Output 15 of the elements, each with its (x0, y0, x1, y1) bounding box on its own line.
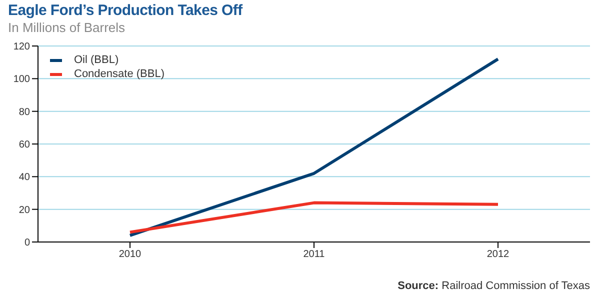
y-tick-label: 60 (18, 140, 30, 151)
x-tick-label: 2011 (303, 249, 326, 260)
legend-label: Oil (BBL) (73, 53, 120, 67)
chart-title: Eagle Ford’s Production Takes Off (8, 2, 242, 19)
y-tick-label: 40 (18, 172, 30, 184)
y-tick-label: 20 (18, 204, 30, 216)
y-tick-label: 80 (18, 106, 30, 118)
x-tick-label: 2010 (118, 249, 142, 260)
y-tick-label: 120 (13, 42, 30, 53)
chart-subtitle: In Millions of Barrels (8, 20, 126, 35)
legend-label: Condensate (BBL) (73, 67, 164, 81)
y-tick-label: 0 (24, 238, 30, 249)
x-tick-label: 2012 (486, 249, 510, 260)
source-note: Source: Railroad Commission of Texas (398, 280, 590, 292)
y-tick-label: 100 (13, 74, 30, 86)
